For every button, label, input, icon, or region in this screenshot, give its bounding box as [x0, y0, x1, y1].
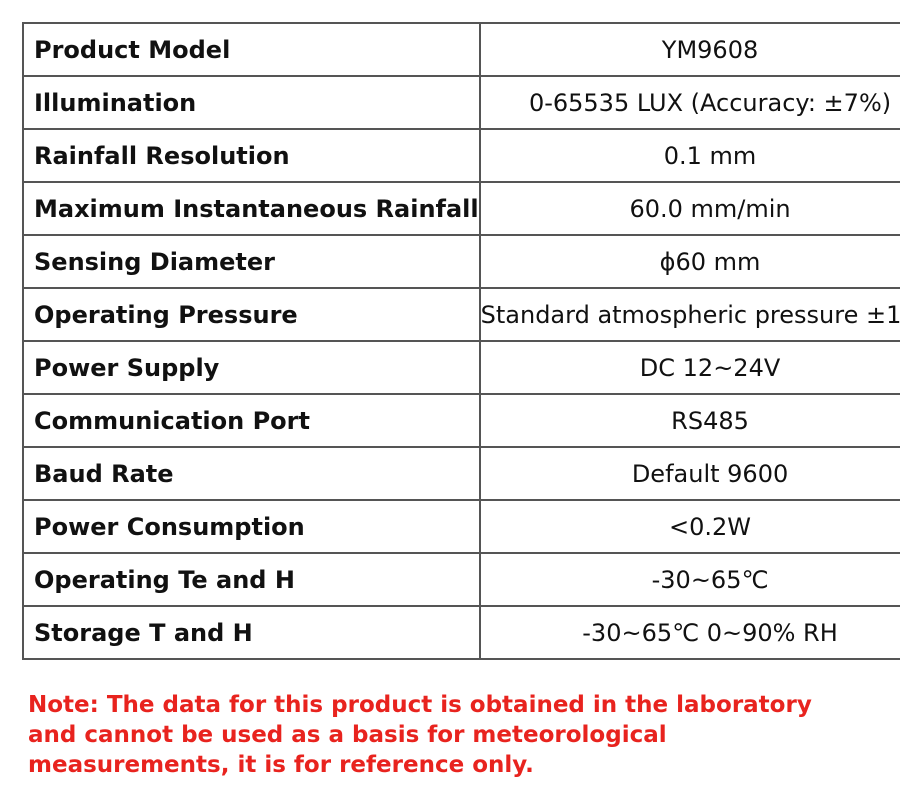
- spec-row: Baud Rate Default 9600: [22, 446, 900, 501]
- spec-value: RS485: [478, 393, 900, 448]
- spec-row: Operating Pressure Standard atmospheric p…: [22, 287, 900, 342]
- spec-key: Baud Rate: [22, 446, 481, 501]
- spec-value: ϕ60 mm: [478, 234, 900, 289]
- spec-row: Maximum Instantaneous Rainfall 60.0 mm/mi…: [22, 181, 900, 236]
- spec-row: Product Model YM9608: [22, 22, 900, 77]
- spec-row: Communication Port RS485: [22, 393, 900, 448]
- spec-key: Illumination: [22, 75, 481, 130]
- spec-key: Power Supply: [22, 340, 481, 395]
- spec-row: Illumination 0-65535 LUX (Accuracy: ±7%): [22, 75, 900, 130]
- spec-key: Rainfall Resolution: [22, 128, 481, 183]
- spec-row: Power Consumption <0.2W: [22, 499, 900, 554]
- spec-value: DC 12~24V: [478, 340, 900, 395]
- spec-key: Maximum Instantaneous Rainfall: [22, 181, 481, 236]
- spec-row: Operating Te and H -30~65℃: [22, 552, 900, 607]
- spec-key: Operating Te and H: [22, 552, 481, 607]
- spec-table: Product Model YM9608 Illumination 0-65535 L…: [22, 22, 900, 660]
- note: Note: The data for this product is obtai…: [28, 692, 812, 778]
- spec-row: Storage T and H -30~65℃ 0~90% RH: [22, 605, 900, 660]
- spec-key: Product Model: [22, 22, 481, 77]
- spec-key: Storage T and H: [22, 605, 481, 660]
- spec-key: Communication Port: [22, 393, 481, 448]
- spec-row: Sensing Diameter ϕ60 mm: [22, 234, 900, 289]
- spec-value: -30~65℃ 0~90% RH: [478, 605, 900, 660]
- spec-value: YM9608: [478, 22, 900, 77]
- spec-value: <0.2W: [478, 499, 900, 554]
- spec-value: 0-65535 LUX (Accuracy: ±7%): [478, 75, 900, 130]
- spec-value: -30~65℃: [478, 552, 900, 607]
- spec-key: Operating Pressure: [22, 287, 481, 342]
- spec-value: 0.1 mm: [478, 128, 900, 183]
- spec-value: Default 9600: [478, 446, 900, 501]
- spec-value: 60.0 mm/min: [478, 181, 900, 236]
- spec-key: Power Consumption: [22, 499, 481, 554]
- spec-row: Rainfall Resolution 0.1 mm: [22, 128, 900, 183]
- spec-value: Standard atmospheric pressure ±10%: [478, 287, 900, 342]
- spec-row: Power Supply DC 12~24V: [22, 340, 900, 395]
- spec-key: Sensing Diameter: [22, 234, 481, 289]
